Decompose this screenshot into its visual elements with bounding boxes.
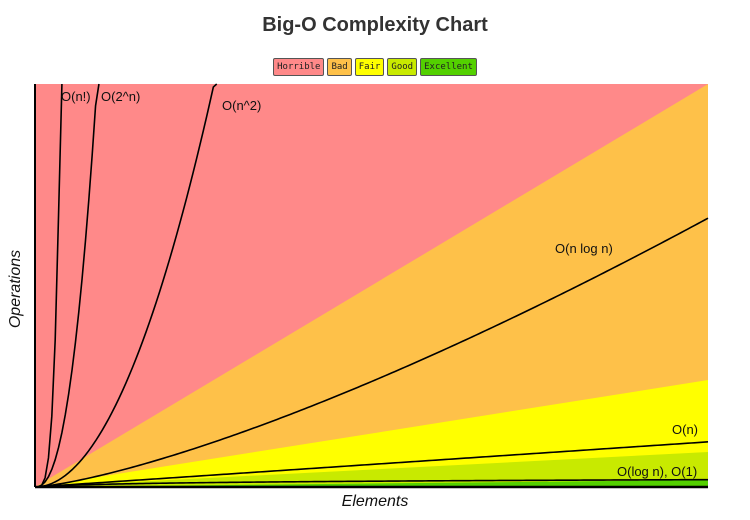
- curve-labels: O(n!) O(2^n) O(n^2) O(n log n) O(n) O(lo…: [61, 89, 698, 479]
- curve-quadratic: [34, 83, 218, 488]
- label-linear: O(n): [672, 422, 698, 437]
- region-fair: [35, 380, 708, 487]
- legend-item-excellent: Excellent: [420, 58, 477, 76]
- legend-item-good: Good: [387, 58, 418, 76]
- chart-title: Big-O Complexity Chart: [262, 14, 488, 36]
- label-factorial: O(n!): [61, 89, 91, 104]
- curve-exponential: [34, 83, 100, 488]
- curve-linear: [34, 441, 709, 488]
- legend-item-horrible: Horrible: [273, 58, 325, 76]
- region-excellent: [35, 480, 708, 487]
- region-good: [35, 452, 708, 487]
- x-axis-label: Elements: [341, 493, 409, 510]
- curve-log-constant: [34, 478, 709, 488]
- label-linearithmic: O(n log n): [555, 241, 613, 256]
- label-quadratic: O(n^2): [222, 98, 261, 113]
- complexity-regions: [35, 84, 708, 487]
- legend: Horrible Bad Fair Good Excellent: [0, 58, 750, 76]
- label-log-constant: O(log n), O(1): [617, 464, 697, 479]
- y-axis-label: Operations: [7, 249, 24, 329]
- label-exponential: O(2^n): [101, 89, 140, 104]
- region-bad: [35, 84, 708, 487]
- curve-linearithmic: [34, 217, 709, 488]
- axes: [34, 84, 708, 489]
- legend-item-bad: Bad: [327, 58, 352, 76]
- legend-item-fair: Fair: [354, 58, 385, 76]
